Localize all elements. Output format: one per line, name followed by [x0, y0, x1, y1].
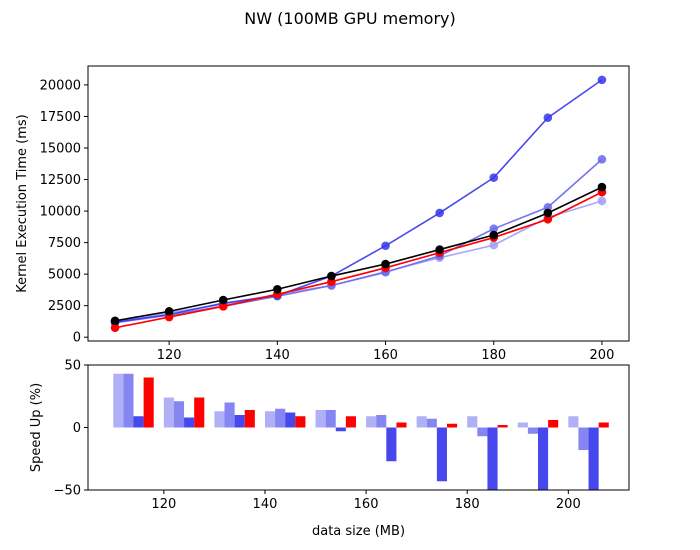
- series-point: [327, 271, 336, 281]
- y-tick-label: 7500: [48, 236, 81, 251]
- bar: [588, 427, 599, 490]
- series-point: [543, 214, 553, 224]
- bar: [325, 410, 336, 428]
- y-tick-label: 15000: [40, 141, 81, 156]
- series-point: [489, 230, 499, 240]
- bar: [264, 411, 276, 428]
- bar: [568, 416, 579, 428]
- series-point: [273, 284, 282, 294]
- bar: [446, 423, 458, 428]
- y-axis-label: Speed Up (%): [29, 383, 44, 472]
- x-tick-label: 200: [556, 497, 581, 512]
- y-tick-label: 0: [73, 421, 81, 436]
- bar: [234, 415, 245, 428]
- series-point: [597, 75, 607, 85]
- bar: [275, 408, 286, 428]
- bar: [184, 417, 195, 428]
- bar: [123, 373, 134, 428]
- series-point: [543, 208, 553, 218]
- bar: [416, 416, 427, 428]
- line-chart: 120 140 160 180 200 0 2500 5000 7500 10000 12500 15…: [15, 65, 630, 363]
- x-tick-label: 140: [253, 497, 278, 512]
- series-line: [114, 191, 603, 329]
- x-tick-label: 200: [590, 348, 615, 363]
- series-point: [110, 316, 120, 326]
- y-tick-label: 50: [64, 359, 81, 374]
- bar: [366, 416, 377, 428]
- x-axis-label: data size (MB): [311, 524, 406, 539]
- bar: [396, 422, 407, 428]
- series-point: [381, 241, 390, 251]
- series-line: [114, 79, 603, 323]
- y-tick-label: 20000: [40, 78, 81, 93]
- x-tick-label: 180: [455, 497, 480, 512]
- x-tick-label: 180: [481, 348, 506, 363]
- bar: [143, 377, 154, 428]
- bar-chart: 120 140 160 180 200 −50 0 50 Speed Up (%): [29, 359, 630, 512]
- bar: [517, 422, 528, 428]
- x-tick-label: 160: [373, 348, 398, 363]
- bar: [426, 418, 437, 428]
- bar: [537, 427, 549, 490]
- bar: [477, 427, 488, 437]
- bar: [345, 416, 356, 428]
- x-tick-label: 160: [354, 497, 379, 512]
- y-axis-label: Kernel Execution Time (ms): [15, 114, 30, 292]
- series-point: [435, 245, 444, 254]
- series-point: [489, 224, 499, 234]
- bar: [224, 402, 235, 428]
- y-tick-label: 5000: [48, 268, 81, 283]
- series-point: [543, 113, 553, 123]
- y-tick-label: 2500: [48, 299, 81, 314]
- bar: [194, 397, 205, 428]
- bar: [436, 427, 447, 482]
- series-point: [381, 259, 390, 269]
- bar: [214, 411, 225, 428]
- bar: [315, 410, 326, 428]
- bar: [163, 397, 174, 428]
- series-point: [597, 155, 607, 164]
- y-tick-label: 12500: [40, 173, 81, 188]
- bar: [386, 427, 397, 462]
- y-tick-label: 10000: [40, 205, 81, 220]
- bar: [527, 427, 538, 434]
- series-point: [110, 323, 120, 333]
- bar: [497, 425, 508, 428]
- series-line: [114, 158, 603, 324]
- series-point: [597, 182, 607, 192]
- bar: [133, 416, 144, 428]
- bar: [295, 416, 306, 428]
- bar: [578, 427, 589, 450]
- x-tick-label: 140: [265, 348, 290, 363]
- y-tick-label: −50: [54, 484, 81, 499]
- series-point: [435, 208, 444, 218]
- series-point: [164, 307, 174, 316]
- bar: [335, 427, 346, 432]
- series-point: [489, 173, 499, 182]
- bar: [487, 427, 498, 490]
- bar: [113, 373, 124, 428]
- bar: [467, 416, 478, 428]
- bar: [598, 422, 609, 428]
- y-tick-label: 17500: [40, 110, 81, 125]
- series-point: [489, 240, 499, 250]
- bar: [285, 412, 296, 428]
- y-tick-label: 0: [73, 331, 81, 346]
- series-point: [218, 295, 228, 305]
- series-point: [597, 196, 607, 206]
- chart-title: NW (100MB GPU memory): [244, 9, 456, 28]
- plot-frame: [87, 65, 630, 342]
- series-line: [114, 186, 603, 322]
- bar: [376, 415, 387, 428]
- bar: [173, 401, 185, 428]
- bar-group: [113, 373, 609, 490]
- bar: [548, 420, 559, 428]
- x-tick-label: 120: [157, 348, 182, 363]
- bar: [244, 410, 255, 428]
- series-point: [218, 302, 228, 311]
- series-group: [110, 75, 607, 333]
- x-tick-label: 120: [151, 497, 176, 512]
